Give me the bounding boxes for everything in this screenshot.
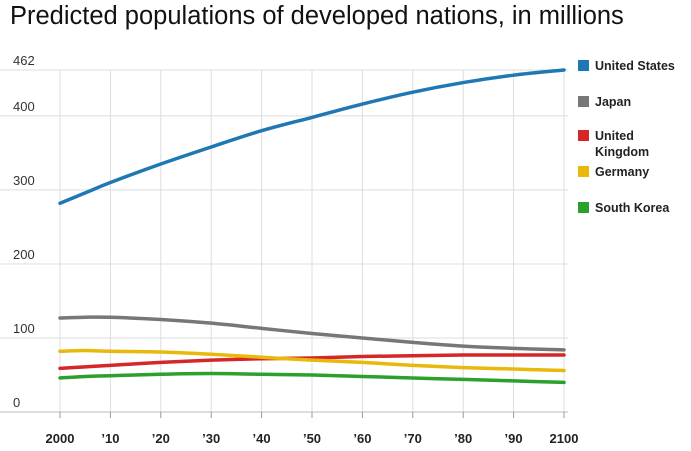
- series-lines: [58, 68, 566, 385]
- x-tick-label: ’40: [253, 431, 271, 446]
- x-tick-label: ’10: [101, 431, 119, 446]
- y-tick-label: 0: [13, 395, 20, 410]
- y-axis-ticks: 0 100 200 300 400 462: [13, 53, 35, 410]
- legend-label: South Korea: [595, 201, 670, 215]
- legend-item-japan: Japan: [578, 94, 691, 110]
- y-tick-label: 400: [13, 99, 35, 114]
- x-tick-label: ’80: [454, 431, 472, 446]
- legend-swatch: [578, 96, 589, 107]
- grid: [0, 69, 568, 413]
- x-tick-label: ’50: [303, 431, 321, 446]
- y-tick-label: 462: [13, 53, 35, 68]
- legend-label: Japan: [595, 95, 632, 109]
- legend-swatch: [578, 202, 589, 213]
- x-tick-label: ’90: [505, 431, 523, 446]
- legend-item-germany: Germany: [578, 164, 691, 180]
- series-line-united-states: [58, 68, 566, 205]
- legend-item-south-korea: South Korea: [578, 200, 691, 216]
- legend-swatch: [578, 60, 589, 71]
- x-tick-label: 2100: [550, 431, 579, 446]
- legend-item-united-states: United States: [578, 58, 691, 74]
- x-tick-label: ’20: [152, 431, 170, 446]
- legend-label: United Kingdom: [595, 129, 650, 159]
- legend-swatch: [578, 166, 589, 177]
- legend-item-united-kingdom: United Kingdom: [578, 128, 691, 160]
- series-line-germany: [58, 348, 566, 373]
- legend-label: Germany: [595, 165, 650, 179]
- x-axis-ticks: 2000 ’10 ’20 ’30 ’40 ’50 ’60 ’70 ’80 ’90 2100: [46, 412, 579, 446]
- x-tick-label: ’60: [353, 431, 371, 446]
- x-tick-label: ’30: [202, 431, 220, 446]
- y-tick-label: 200: [13, 247, 35, 262]
- legend-label: United States: [595, 59, 675, 73]
- x-tick-label: 2000: [46, 431, 75, 446]
- series-line-japan: [58, 315, 566, 352]
- series-line-south-korea: [58, 371, 566, 385]
- chart-title: Predicted populations of developed natio…: [10, 2, 624, 30]
- y-tick-label: 300: [13, 173, 35, 188]
- y-tick-label: 100: [13, 321, 35, 336]
- x-tick-label: ’70: [404, 431, 422, 446]
- legend-swatch: [578, 130, 589, 141]
